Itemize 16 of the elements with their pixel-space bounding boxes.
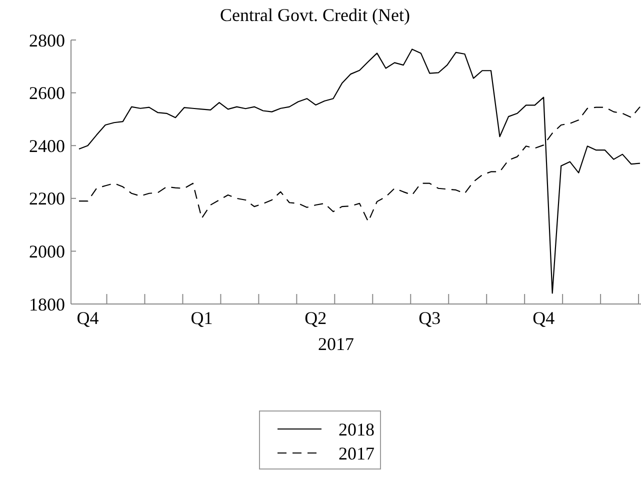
x-tick-label: Q1 xyxy=(190,308,213,328)
y-tick-label: 2400 xyxy=(29,136,65,156)
y-tick-label: 2800 xyxy=(29,30,65,50)
x-tick-label: Q3 xyxy=(418,308,441,328)
line-series xyxy=(78,48,641,294)
x-tick-label: Q4 xyxy=(76,308,99,328)
chart-title: Central Govt. Credit (Net) xyxy=(220,5,410,25)
x-tick-label: Q2 xyxy=(304,308,327,328)
x-axis-title: 2017 xyxy=(318,334,354,354)
legend-label: 2017 xyxy=(338,443,374,464)
y-tick-label: 1800 xyxy=(29,294,65,314)
legend-label: 2018 xyxy=(338,419,374,440)
y-tick-label: 2000 xyxy=(29,242,65,262)
y-tick-label: 2600 xyxy=(29,83,65,104)
y-tick-label: 2200 xyxy=(29,188,65,209)
x-tick-label: Q4 xyxy=(532,308,555,328)
